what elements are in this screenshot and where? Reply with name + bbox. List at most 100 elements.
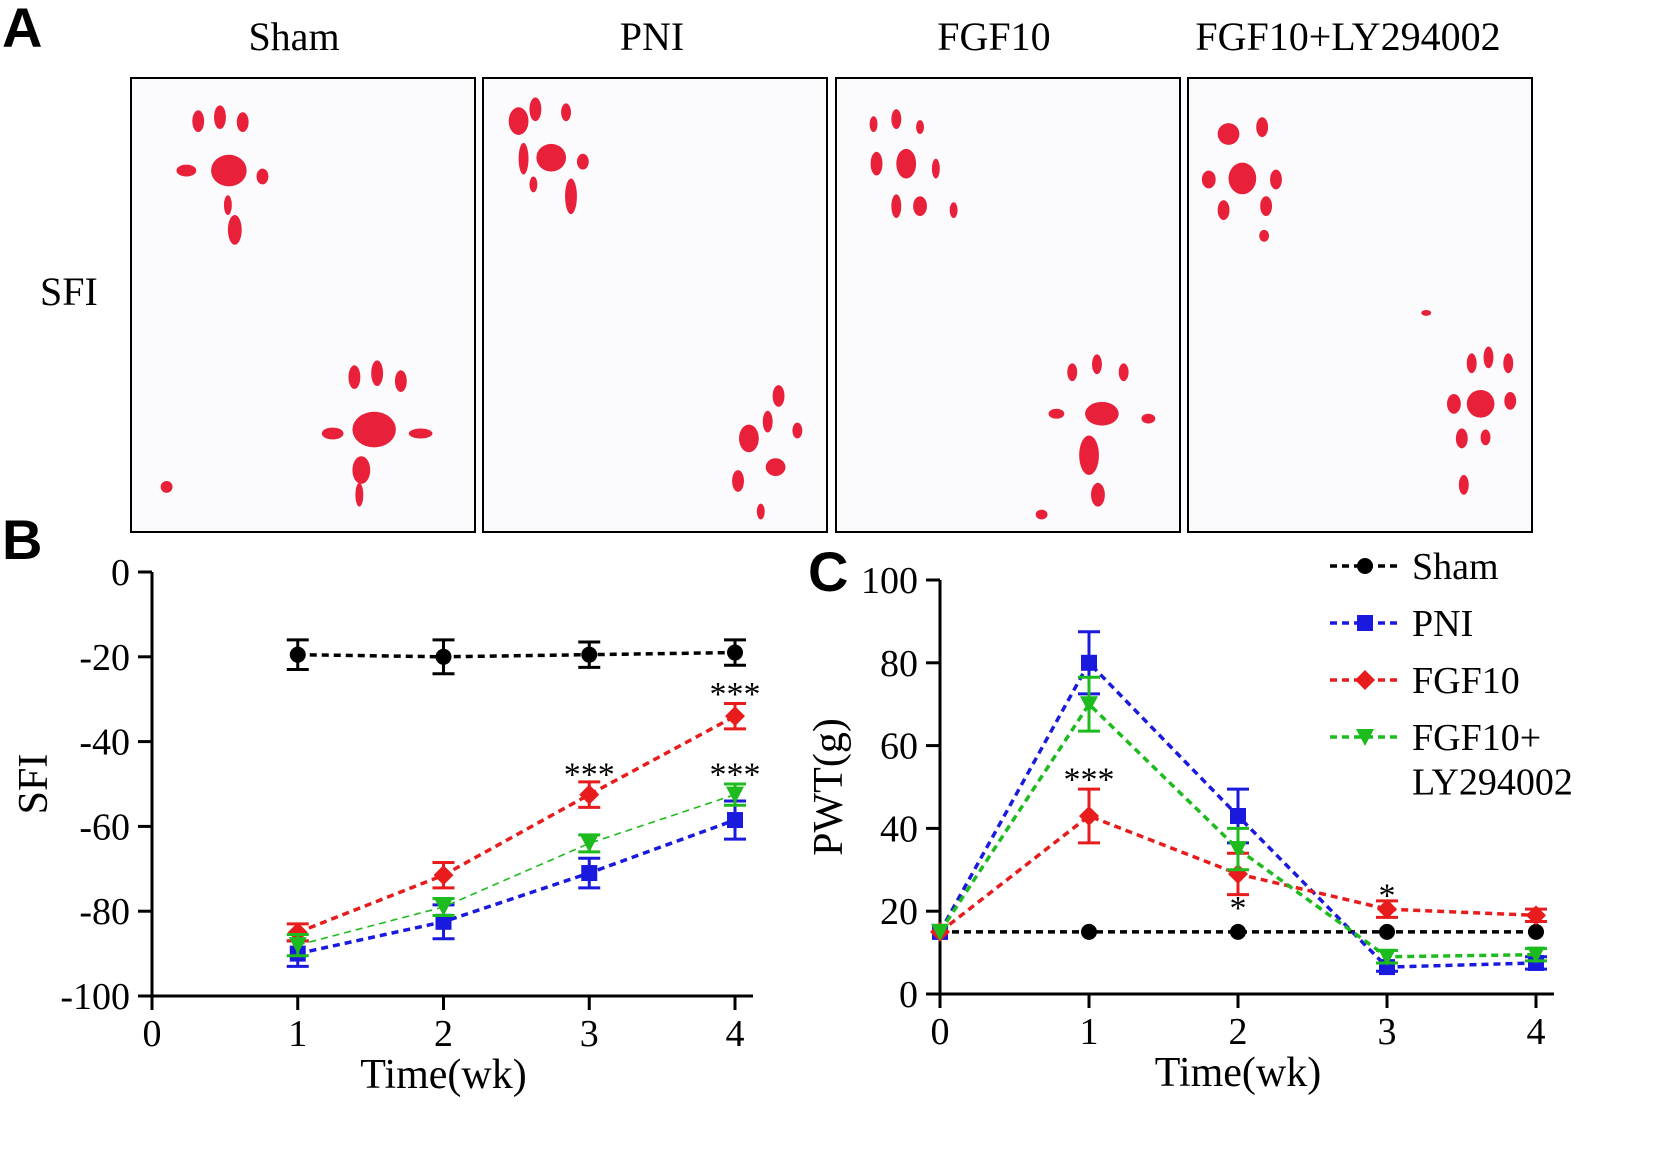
data-point-sham	[727, 644, 743, 661]
data-point-sham	[289, 646, 306, 663]
x-tick-label: 1	[288, 1013, 307, 1055]
data-point-fgf10-ly294002	[1080, 696, 1098, 714]
x-tick-label: 3	[580, 1013, 599, 1055]
significance-label: ***	[710, 756, 761, 793]
data-point-sham	[1379, 923, 1395, 940]
legend-label: FGF10+	[1412, 717, 1541, 759]
footprint-drawing-fgf10-ly294002	[1201, 117, 1517, 495]
x-tick-label: 0	[143, 1013, 162, 1055]
footprint-drawing-pni	[508, 97, 803, 520]
significance-label: *	[1230, 890, 1247, 927]
legend-marker-fgf10	[1355, 670, 1375, 690]
data-point-fgf10-ly294002	[434, 898, 453, 916]
series-line-fgf10-ly294002	[938, 701, 1537, 959]
group-label-fgf10: FGF10	[937, 14, 1051, 59]
legend-label: LY294002	[1412, 761, 1573, 803]
data-point-sham	[1081, 923, 1097, 940]
significance-label: ***	[1064, 762, 1115, 799]
legend-label: PNI	[1412, 603, 1473, 645]
series-fgf10-ly294002	[286, 782, 746, 958]
y-tick-label: 100	[861, 560, 918, 602]
y-tick-label: 40	[880, 808, 918, 850]
data-point-pni	[581, 865, 598, 882]
y-tick-label: 0	[111, 552, 130, 594]
x-axis-label: Time(wk)	[360, 1052, 526, 1098]
series-pni	[286, 799, 746, 968]
x-tick-label: 2	[434, 1013, 453, 1055]
data-point-fgf10	[579, 784, 600, 805]
significance-label: *	[1379, 878, 1396, 915]
legend-label: FGF10	[1412, 660, 1520, 702]
data-point-fgf10	[1079, 805, 1099, 826]
y-tick-label: 60	[880, 726, 918, 768]
footprint-image-fgf10-ly294002	[1187, 77, 1533, 533]
group-label-sham: Sham	[248, 14, 340, 59]
series-sham	[286, 638, 746, 676]
series-line-fgf10-ly294002	[297, 793, 736, 946]
significance-label: ***	[564, 756, 615, 793]
data-point-pni	[1230, 807, 1246, 824]
series-line-fgf10	[297, 714, 736, 935]
data-point-fgf10	[1526, 905, 1546, 926]
footprint-image-sham	[130, 77, 476, 533]
panel-c-letter: C	[808, 540, 849, 603]
data-point-sham	[581, 646, 598, 663]
data-point-fgf10-ly294002	[1527, 946, 1545, 964]
data-point-fgf10	[287, 922, 308, 943]
data-point-fgf10-ly294002	[288, 937, 307, 955]
data-point-sham	[1230, 923, 1246, 940]
footprint-drawing-sham	[160, 105, 433, 507]
x-tick-label: 4	[1527, 1011, 1546, 1053]
legend-marker-sham	[1357, 558, 1373, 574]
significance-label: ***	[710, 676, 761, 713]
y-tick-label: 80	[880, 643, 918, 685]
data-point-fgf10-ly294002	[726, 786, 744, 804]
series-line-pni	[297, 818, 736, 956]
y-tick-label: 20	[880, 891, 918, 933]
data-point-fgf10	[725, 706, 745, 727]
panel-a-letter: A	[2, 0, 43, 59]
y-tick-label: -40	[79, 722, 130, 764]
x-tick-label: 2	[1229, 1011, 1248, 1053]
y-tick-label: -20	[79, 637, 130, 679]
legend-marker-pni	[1357, 615, 1373, 631]
data-point-fgf10-ly294002	[580, 835, 599, 853]
series-fgf10-ly294002	[931, 675, 1547, 966]
data-point-fgf10	[1377, 899, 1397, 920]
data-point-pni	[435, 913, 452, 930]
group-label-pni: PNI	[619, 14, 685, 59]
x-axis-label: Time(wk)	[1155, 1050, 1321, 1096]
legend-label: Sham	[1412, 546, 1499, 588]
y-axis-label: SFI	[11, 754, 57, 815]
panel-b-letter: B	[2, 508, 43, 571]
row-label-sfi: SFI	[40, 269, 98, 314]
data-point-pni	[727, 812, 743, 829]
data-point-fgf10-ly294002	[931, 923, 949, 941]
group-label-fgf10-ly294002: FGF10+LY294002	[1195, 14, 1501, 59]
footprint-drawing-fgf10	[869, 109, 1156, 520]
footprint-image-fgf10	[835, 77, 1181, 533]
series-line-sham	[297, 650, 736, 659]
legend-marker-fgf10-ly294002	[1356, 729, 1374, 746]
series-pni	[932, 630, 1547, 976]
footprint-image-pni	[482, 77, 828, 533]
x-tick-label: 1	[1080, 1011, 1099, 1053]
y-tick-label: -80	[79, 891, 130, 933]
x-tick-label: 4	[726, 1013, 745, 1055]
y-tick-label: 0	[899, 974, 918, 1016]
y-tick-label: -100	[60, 976, 130, 1018]
data-point-fgf10	[433, 865, 454, 886]
y-axis-label: PWT(g)	[806, 718, 852, 856]
data-point-sham	[435, 648, 452, 665]
legend: Sham PNI FGF10 FGF10+LY294002	[1330, 546, 1573, 803]
data-point-sham	[1528, 923, 1544, 940]
x-tick-label: 3	[1378, 1011, 1397, 1053]
y-tick-label: -60	[79, 806, 130, 848]
data-point-pni	[1081, 654, 1097, 671]
x-tick-label: 0	[931, 1011, 950, 1053]
sfi-line-chart: 0 -20 -40 -60 -80 -100 0 1 2 3 4 Time(wk) SFI *** *** *…	[11, 552, 761, 1098]
data-point-fgf10-ly294002	[1229, 841, 1247, 859]
data-point-fgf10-ly294002	[1378, 948, 1396, 966]
series-fgf10	[286, 701, 746, 943]
